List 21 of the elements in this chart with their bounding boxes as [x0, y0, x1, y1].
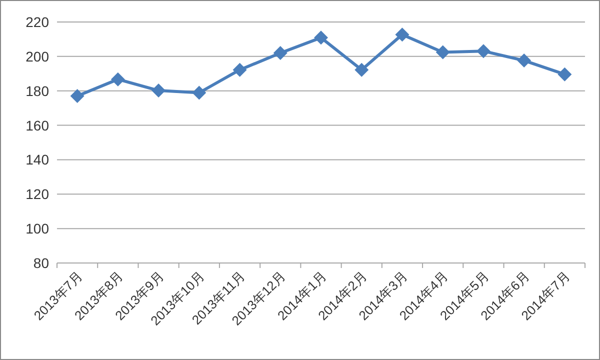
point — [273, 46, 288, 60]
point — [70, 89, 84, 104]
y-tick-label: 140 — [26, 152, 50, 168]
point — [436, 45, 450, 60]
point — [110, 72, 125, 86]
y-tick-label: 80 — [33, 255, 50, 271]
y-tick-label: 180 — [26, 82, 50, 99]
point — [314, 30, 328, 45]
y-tick-label: 100 — [26, 220, 50, 237]
y-tick-label: 160 — [26, 117, 50, 134]
point — [476, 44, 490, 58]
y-tick-label: 200 — [26, 48, 50, 64]
y-tick-label: 220 — [26, 14, 50, 30]
point — [152, 84, 166, 98]
point — [558, 67, 572, 82]
point — [517, 54, 532, 68]
point — [354, 62, 369, 77]
point — [232, 62, 247, 77]
point — [192, 86, 206, 100]
point — [395, 28, 410, 42]
y-tick-label: 120 — [26, 186, 50, 202]
